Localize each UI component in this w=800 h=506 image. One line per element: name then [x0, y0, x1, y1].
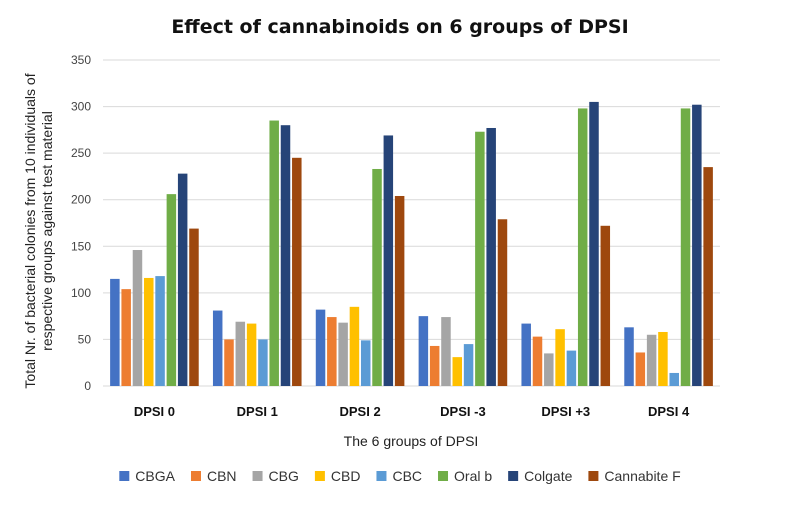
legend-item-cbn: CBN — [190, 468, 237, 484]
x-tick-label: DPSI 2 — [339, 404, 380, 419]
bar-cbga-dpsi-2 — [315, 309, 326, 386]
bar-cbn-dpsi-0 — [121, 289, 131, 386]
y-tick-label: 150 — [71, 239, 91, 253]
bar-cbc-dpsi-3 — [463, 344, 474, 386]
legend-label: CBG — [269, 468, 299, 484]
x-tick-label: DPSI +3 — [541, 404, 590, 419]
legend-label: CBD — [331, 468, 361, 484]
bar-cbc-dpsi-1 — [258, 339, 268, 386]
legend-swatch — [190, 471, 201, 481]
legend-label: Oral b — [454, 468, 492, 484]
x-tick-label: DPSI -3 — [440, 404, 486, 419]
bar-colgate-dpsi-2 — [383, 135, 394, 386]
bar-cbga-dpsi-3 — [521, 323, 531, 386]
bar-cannabite-f-dpsi-0 — [189, 228, 199, 386]
legend-swatch — [252, 471, 263, 481]
bar-colgate-dpsi-3 — [589, 101, 599, 386]
bars — [110, 101, 713, 387]
x-tick-label: DPSI 1 — [237, 404, 278, 419]
bar-cbg-dpsi-3 — [544, 353, 554, 386]
x-tick-label: DPSI 4 — [648, 404, 690, 419]
y-tick-label: 200 — [71, 193, 91, 207]
bar-cannabite-f-dpsi-2 — [394, 195, 405, 386]
legend-item-cbga: CBGA — [119, 468, 176, 484]
bar-cbc-dpsi-4 — [669, 372, 679, 386]
chart-title: Effect of cannabinoids on 6 groups of DP… — [171, 16, 628, 38]
bar-cbn-dpsi-3 — [532, 336, 543, 386]
bar-cbc-dpsi-0 — [155, 276, 165, 386]
legend-swatch — [376, 471, 387, 481]
bar-cbd-dpsi-2 — [349, 306, 360, 386]
legend-item-colgate: Colgate — [508, 468, 573, 484]
bar-cbc-dpsi-3 — [566, 350, 577, 386]
bar-cbd-dpsi-1 — [246, 323, 257, 386]
bar-cbg-dpsi-3 — [441, 317, 451, 386]
bar-cbg-dpsi-0 — [132, 250, 143, 386]
bar-cbd-dpsi-0 — [144, 277, 154, 386]
legend-label: Colgate — [524, 468, 572, 484]
legend-label: Cannabite F — [604, 468, 680, 484]
bar-cannabite-f-dpsi-3 — [600, 225, 611, 386]
bar-cbd-dpsi-4 — [658, 331, 668, 386]
y-axis-title-line2: respective groups against test material — [39, 111, 55, 351]
legend: CBGA CBN CBG CBD CBC Oral b Colgate Cannabite F — [119, 468, 681, 484]
bar-cbd-dpsi-3 — [452, 357, 463, 386]
legend-item-cbc: CBC — [376, 468, 422, 484]
bar-cbn-dpsi-4 — [635, 352, 646, 386]
bar-oral-b-dpsi-1 — [269, 120, 279, 386]
bar-cbg-dpsi-4 — [646, 334, 657, 386]
bar-cbga-dpsi-1 — [212, 310, 223, 386]
y-tick-label: 100 — [71, 286, 91, 300]
legend-swatch — [438, 471, 449, 481]
bar-cbd-dpsi-3 — [555, 329, 565, 386]
y-axis-ticks: 0 50 100 150 200 250 300 350 — [71, 53, 91, 393]
bar-oral-b-dpsi-3 — [475, 131, 485, 386]
bar-cbc-dpsi-2 — [360, 340, 371, 386]
legend-label: CBC — [392, 468, 422, 484]
bar-colgate-dpsi-1 — [280, 125, 291, 386]
legend-swatch — [588, 471, 599, 481]
y-tick-label: 0 — [84, 379, 91, 393]
x-axis-title: The 6 groups of DPSI — [344, 433, 479, 449]
legend-swatch — [314, 471, 325, 481]
y-axis-title-line1: Total Nr. of bacterial colonies from 10 … — [22, 73, 38, 388]
y-tick-label: 50 — [78, 332, 92, 346]
gridlines — [103, 59, 720, 387]
bar-colgate-dpsi-3 — [486, 127, 496, 387]
legend-swatch — [119, 471, 130, 481]
bar-cbn-dpsi-2 — [327, 317, 337, 386]
legend-label: CBN — [207, 468, 237, 484]
bar-oral-b-dpsi-4 — [680, 108, 691, 387]
y-tick-label: 350 — [71, 53, 91, 67]
bar-oral-b-dpsi-3 — [577, 108, 588, 387]
legend-item-cbg: CBG — [252, 468, 299, 484]
bar-colgate-dpsi-4 — [692, 104, 702, 387]
x-tick-label: DPSI 0 — [134, 404, 175, 419]
bar-oral-b-dpsi-2 — [372, 168, 382, 386]
y-axis-title: Total Nr. of bacterial colonies from 10 … — [22, 73, 55, 388]
bar-colgate-dpsi-0 — [177, 173, 188, 386]
legend-item-cannabite-f: Cannabite F — [588, 468, 681, 484]
legend-label: CBGA — [135, 468, 175, 484]
bar-cannabite-f-dpsi-1 — [292, 157, 302, 386]
y-tick-label: 250 — [71, 146, 91, 160]
bar-cbn-dpsi-1 — [224, 339, 234, 386]
bar-oral-b-dpsi-0 — [166, 194, 177, 386]
y-tick-label: 300 — [71, 100, 91, 114]
bar-cbg-dpsi-1 — [235, 321, 246, 386]
bar-cannabite-f-dpsi-3 — [497, 219, 508, 386]
bar-cbg-dpsi-2 — [338, 322, 348, 386]
bar-cbn-dpsi-3 — [429, 345, 440, 386]
bar-cbga-dpsi-0 — [110, 278, 120, 386]
bar-cbga-dpsi-4 — [624, 327, 634, 386]
bar-cannabite-f-dpsi-4 — [703, 167, 713, 386]
legend-item-oral-b: Oral b — [438, 468, 492, 484]
x-axis-categories: DPSI 0 DPSI 1 DPSI 2 DPSI -3 DPSI +3 DPSI 4 — [134, 404, 690, 419]
bar-cbga-dpsi-3 — [418, 316, 429, 386]
legend-item-cbd: CBD — [314, 468, 361, 484]
legend-swatch — [508, 471, 519, 481]
